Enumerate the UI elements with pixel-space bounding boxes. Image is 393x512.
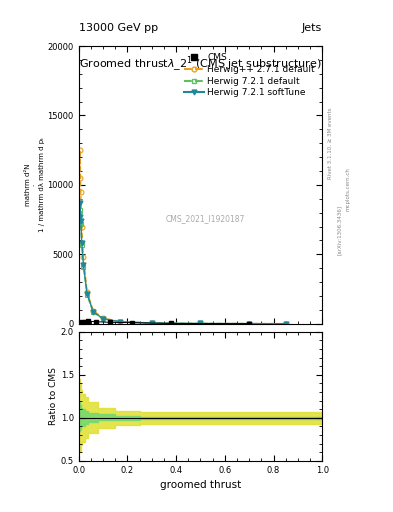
Text: Groomed thrust$\lambda\_2^1$ (CMS jet substructure): Groomed thrust$\lambda\_2^1$ (CMS jet su…	[79, 54, 322, 74]
Text: Rivet 3.1.10, ≥ 3M events: Rivet 3.1.10, ≥ 3M events	[328, 108, 333, 179]
Text: 13000 GeV pp: 13000 GeV pp	[79, 23, 158, 33]
Text: CMS_2021_I1920187: CMS_2021_I1920187	[165, 214, 245, 223]
Y-axis label: Ratio to CMS: Ratio to CMS	[49, 368, 58, 425]
Text: mcplots.cern.ch: mcplots.cern.ch	[346, 167, 351, 211]
Y-axis label: mathrm d²N
·
1 / mathrm dλ mathrm d pₜ: mathrm d²N · 1 / mathrm dλ mathrm d pₜ	[25, 137, 45, 232]
X-axis label: groomed thrust: groomed thrust	[160, 480, 241, 490]
Text: [arXiv:1306.3436]: [arXiv:1306.3436]	[337, 205, 342, 255]
Legend: CMS, Herwig++ 2.7.1 default, Herwig 7.2.1 default, Herwig 7.2.1 softTune: CMS, Herwig++ 2.7.1 default, Herwig 7.2.…	[181, 51, 318, 100]
Text: Jets: Jets	[302, 23, 322, 33]
